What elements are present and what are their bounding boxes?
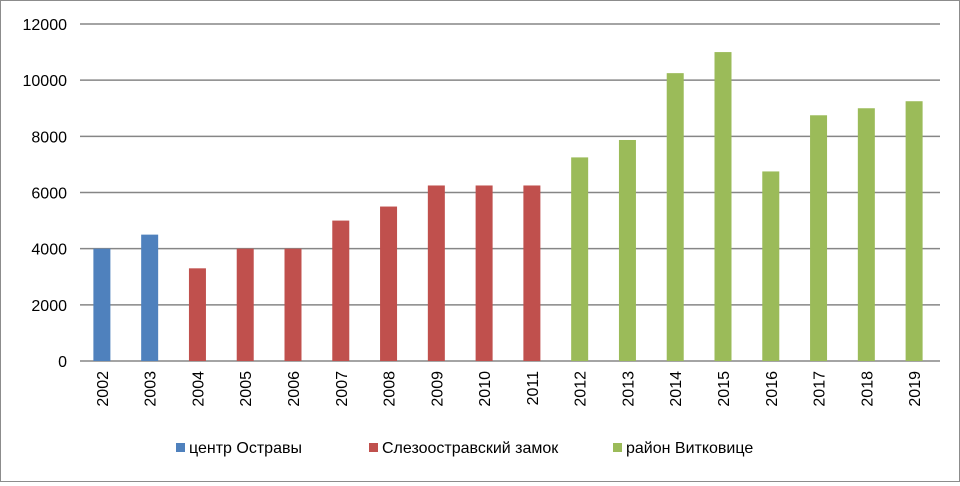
bar-2014	[666, 73, 684, 361]
bar-2018	[857, 108, 875, 361]
x-tick-label: 2014	[668, 371, 685, 407]
legend-label: Слезоостравский замок	[382, 440, 559, 457]
x-tick-label: 2016	[764, 371, 781, 407]
bar-2009	[427, 185, 445, 361]
x-tick-label: 2002	[95, 371, 112, 407]
y-tick-label: 4000	[31, 242, 67, 259]
bar-2015	[714, 52, 732, 361]
x-tick-label: 2003	[143, 371, 160, 407]
bar-2006	[284, 248, 302, 361]
x-tick-label: 2009	[429, 371, 446, 407]
y-tick-label: 6000	[31, 186, 67, 203]
x-tick-label: 2012	[573, 371, 590, 407]
x-tick-label: 2018	[859, 371, 876, 407]
legend-swatch	[369, 443, 378, 452]
x-tick-label: 2004	[190, 371, 207, 407]
bar-2004	[188, 268, 206, 361]
bar-2011	[523, 185, 541, 361]
bar-2003	[141, 234, 159, 361]
x-tick-label: 2017	[812, 371, 829, 407]
y-tick-label: 10000	[23, 73, 68, 90]
bar-2007	[332, 220, 350, 361]
x-tick-label: 2011	[525, 371, 542, 406]
bar-2013	[618, 139, 636, 361]
x-tick-label: 2006	[286, 371, 303, 407]
x-tick-label: 2013	[620, 371, 637, 407]
x-tick-label: 2007	[334, 371, 351, 407]
legend-label: центр Остравы	[189, 440, 302, 457]
x-tick-label: 2005	[238, 371, 255, 407]
y-tick-label: 12000	[23, 17, 68, 34]
y-tick-label: 0	[58, 354, 67, 371]
x-tick-label: 2019	[907, 371, 924, 407]
bar-2002	[93, 248, 111, 361]
legend-label: район Витковице	[626, 440, 753, 457]
y-tick-label: 2000	[31, 298, 67, 315]
bar-2008	[380, 206, 398, 361]
bar-2016	[762, 171, 780, 361]
legend-swatch	[613, 443, 622, 452]
bar-2010	[475, 185, 493, 361]
x-tick-label: 2015	[716, 371, 733, 407]
x-tick-label: 2010	[477, 371, 494, 407]
x-tick-label: 2008	[382, 371, 399, 407]
y-tick-label: 8000	[31, 129, 67, 146]
bar-2019	[905, 101, 923, 362]
legend-swatch	[176, 443, 185, 452]
bar-2017	[810, 115, 828, 361]
bar-2005	[236, 248, 254, 361]
bar-2012	[571, 157, 589, 361]
